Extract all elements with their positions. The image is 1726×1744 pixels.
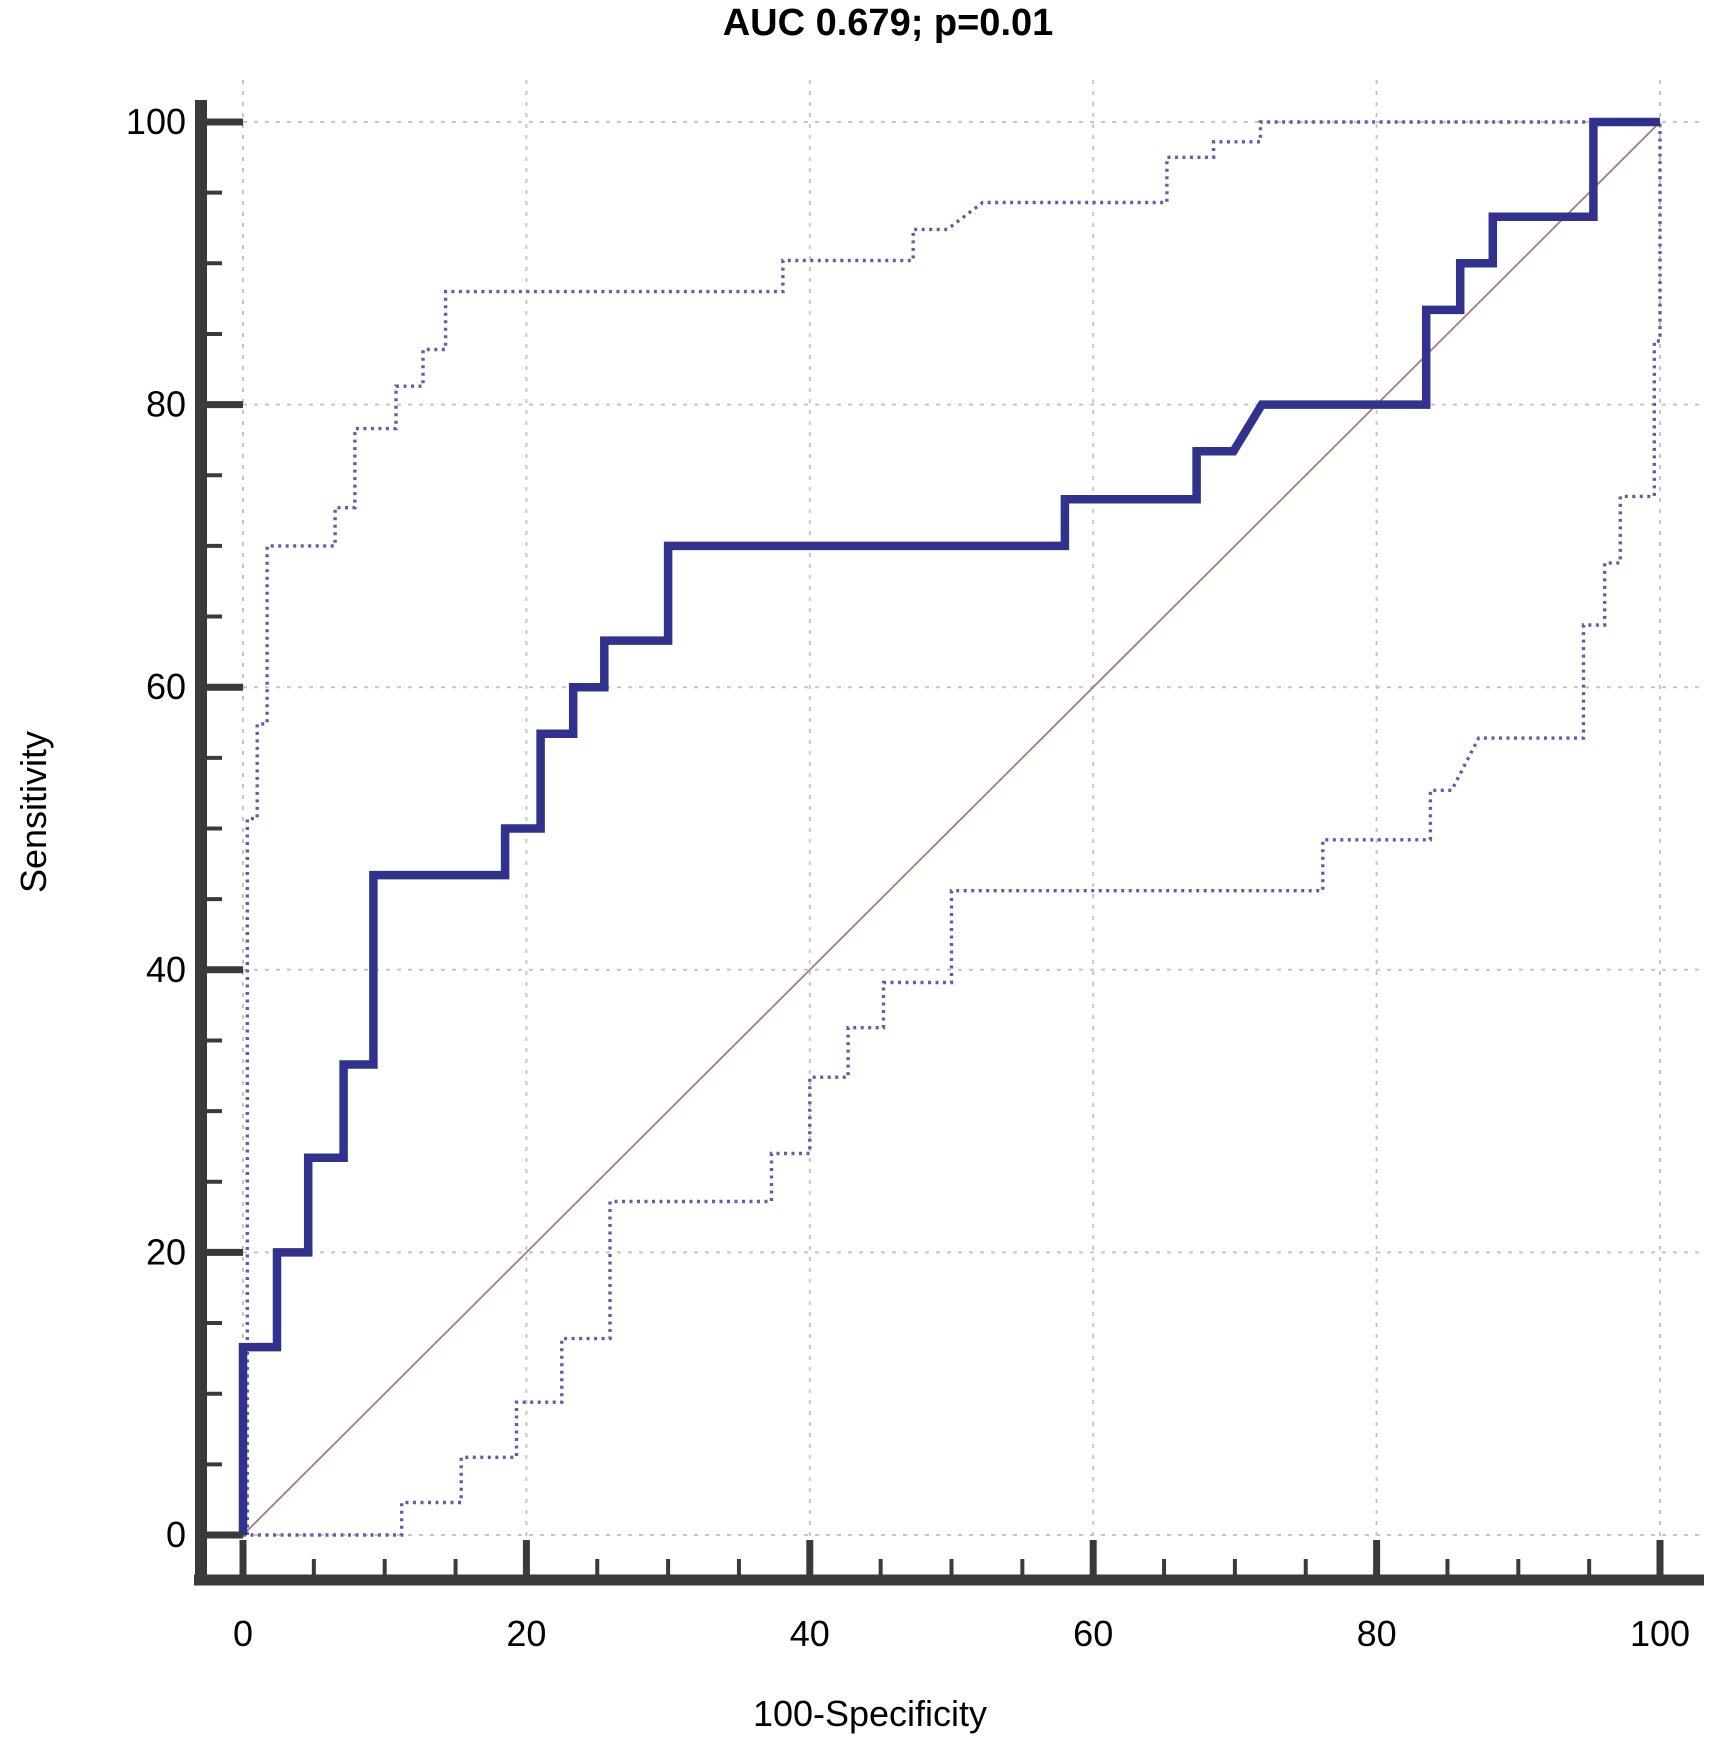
roc-curve-line [238,117,1660,1535]
x-tick-label: 0 [233,1613,253,1654]
x-axis-title: 100-Specificity [752,1693,988,1734]
y-tick-label: 100 [126,101,186,142]
x-tick-label: 80 [1357,1613,1397,1654]
y-tick-label: 80 [146,384,186,425]
y-tick-label: 60 [146,666,186,707]
x-tick-label: 20 [506,1613,546,1654]
reference-diagonal-line [242,121,1661,1536]
x-tick-label: 60 [1073,1613,1113,1654]
y-tick-label: 0 [166,1514,186,1555]
x-tick-label: 100 [1630,1613,1690,1654]
chart-title: AUC 0.679; p=0.01 [722,2,1054,44]
ci-upper-line [245,120,1660,1535]
y-tick-label: 20 [146,1231,186,1272]
y-tick-label: 40 [146,949,186,990]
x-tick-label: 40 [790,1613,830,1654]
ci-lower-line [243,122,1662,1537]
